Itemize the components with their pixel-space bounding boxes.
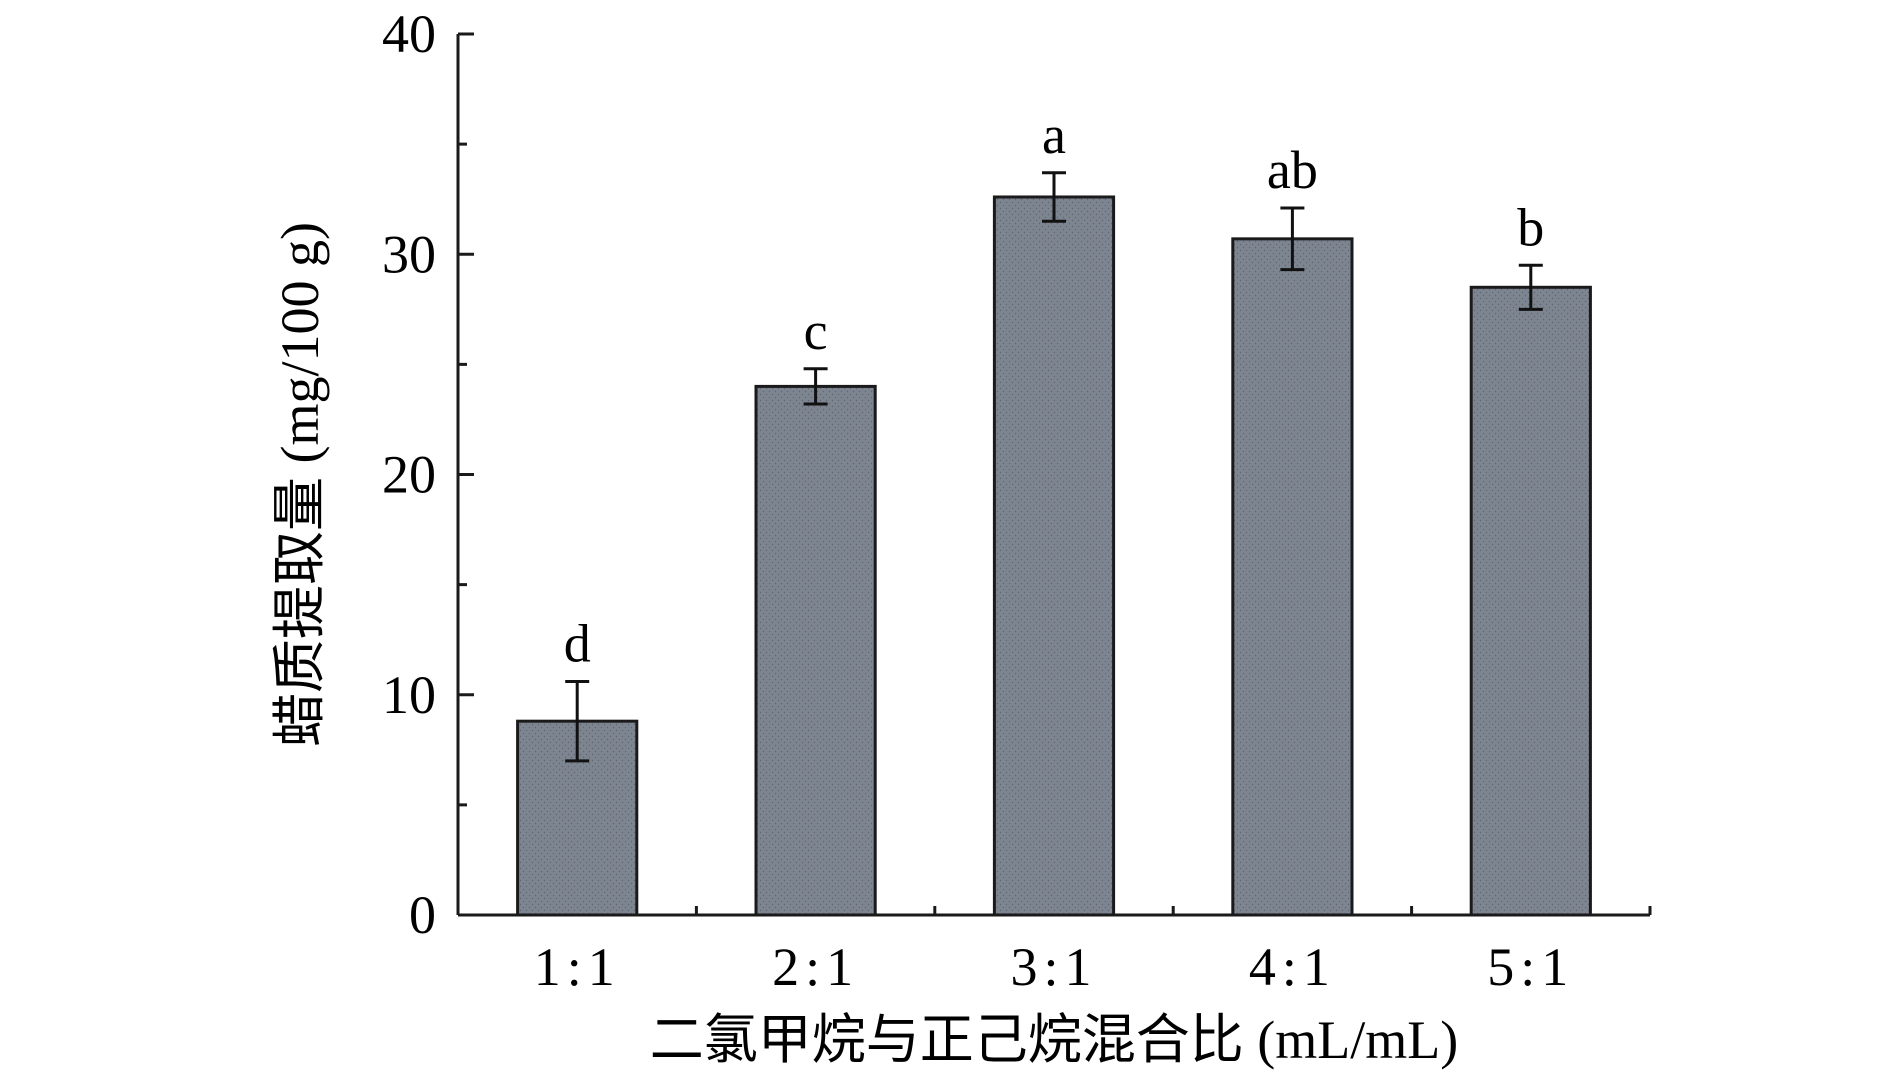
x-tick-label: 5:1 bbox=[1487, 937, 1574, 997]
bar bbox=[1469, 285, 1592, 917]
significance-label: c bbox=[804, 301, 828, 361]
x-tick-label: 4:1 bbox=[1249, 937, 1336, 997]
x-axis-title: 二氯甲烷与正己烷混合比 (mL/mL) bbox=[650, 1010, 1458, 1070]
x-tick-label: 1:1 bbox=[534, 937, 621, 997]
bars-layer bbox=[516, 195, 1592, 917]
y-tick-label: 0 bbox=[409, 885, 436, 945]
error-bars-layer bbox=[565, 171, 1543, 763]
y-tick-label: 40 bbox=[382, 4, 436, 64]
y-tick-label: 30 bbox=[382, 224, 436, 284]
significance-label: d bbox=[564, 614, 591, 674]
x-ticks-layer: 1:1 2:1 3:1 4:1 5:1 bbox=[534, 906, 1652, 997]
significance-labels-layer: d c a ab b bbox=[564, 105, 1545, 674]
significance-label: a bbox=[1042, 105, 1066, 165]
bar bbox=[754, 384, 877, 917]
y-ticks-layer: 0 10 20 30 40 bbox=[382, 4, 474, 945]
x-tick-label: 2:1 bbox=[772, 937, 859, 997]
significance-label: ab bbox=[1267, 140, 1318, 200]
y-tick-label: 20 bbox=[382, 445, 436, 505]
y-axis-title: 蜡质提取量 (mg/100 g) bbox=[270, 222, 330, 747]
bar bbox=[1231, 237, 1354, 917]
bar bbox=[992, 195, 1116, 917]
significance-label: b bbox=[1517, 197, 1544, 257]
y-tick-label: 10 bbox=[382, 665, 436, 725]
x-tick-label: 3:1 bbox=[1010, 937, 1097, 997]
